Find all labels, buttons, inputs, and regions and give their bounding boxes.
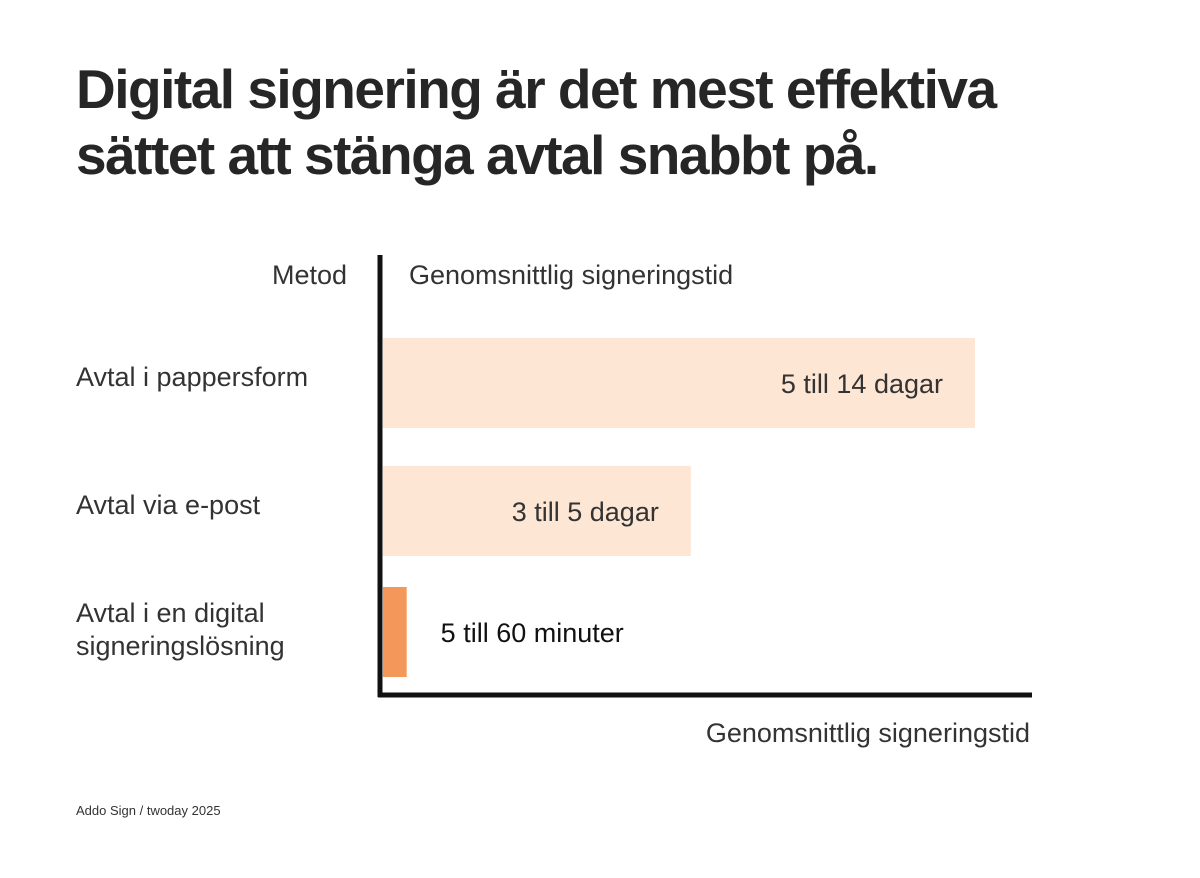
- category-label-line: Avtal via e-post: [76, 490, 261, 520]
- bar-value-label-2: 3 till 5 dagar: [512, 497, 659, 527]
- bar-3: [383, 587, 407, 677]
- bar-value-label-1: 5 till 14 dagar: [781, 369, 943, 399]
- category-label-line: signeringslösning: [76, 631, 285, 661]
- bar-1: [383, 338, 975, 428]
- x-axis-label: Genomsnittlig signeringstid: [706, 718, 1030, 748]
- title-line-2: sättet att stänga avtal snabbt på.: [76, 124, 879, 186]
- bar-2: [383, 466, 691, 556]
- category-label-3: Avtal i en digital signeringslösning: [76, 598, 285, 661]
- category-label-line: Avtal i pappersform: [76, 362, 308, 392]
- category-label-1: Avtal i pappersform: [76, 362, 308, 392]
- bar-value-label-3: 5 till 60 minuter: [441, 618, 624, 648]
- category-label-2: Avtal via e-post: [76, 490, 261, 520]
- value-header: Genomsnittlig signeringstid: [409, 260, 733, 290]
- category-header: Metod: [272, 260, 347, 290]
- category-label-line: Avtal i en digital: [76, 598, 265, 628]
- source-note: Addo Sign / twoday 2025: [76, 803, 221, 818]
- title-line-1: Digital signering är det mest effektiva: [76, 58, 997, 120]
- bars-group: 5 till 14 dagar Avtal i pappersform 3 till…: [76, 338, 975, 677]
- chart-title: Digital signering är det mest effektiva …: [76, 56, 1076, 188]
